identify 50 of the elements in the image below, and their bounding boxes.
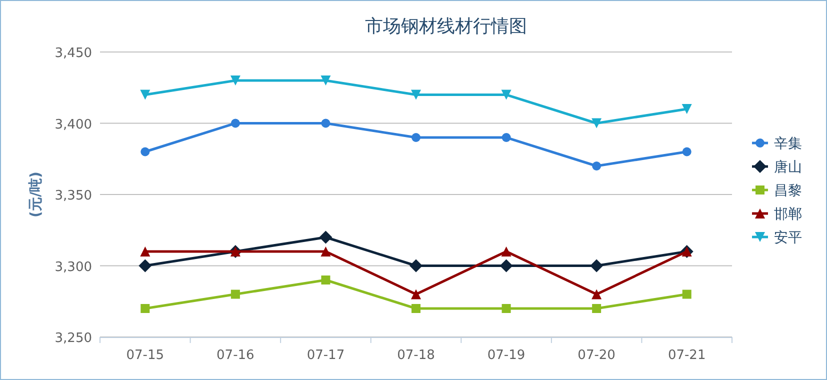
point bbox=[321, 118, 330, 128]
point bbox=[412, 304, 420, 313]
point bbox=[140, 304, 150, 313]
point bbox=[502, 304, 511, 313]
point bbox=[682, 104, 692, 114]
point bbox=[140, 90, 150, 100]
point bbox=[140, 147, 150, 156]
y-axis-title: (元/吨) bbox=[28, 172, 44, 218]
x-tick-label: 07-19 bbox=[487, 348, 526, 363]
legend-label: 安平 bbox=[774, 230, 802, 246]
x-tick-label: 07-16 bbox=[216, 348, 254, 363]
point bbox=[320, 76, 331, 86]
point bbox=[500, 259, 513, 272]
y-tick-label: 3,300 bbox=[54, 260, 92, 275]
point bbox=[592, 162, 602, 170]
point bbox=[501, 246, 512, 256]
point bbox=[411, 90, 421, 100]
point bbox=[592, 289, 602, 300]
x-tick-label: 07-18 bbox=[397, 348, 435, 363]
point bbox=[682, 147, 692, 156]
point bbox=[319, 230, 332, 244]
point bbox=[590, 259, 604, 272]
point bbox=[411, 289, 421, 300]
x-tick-label: 07-20 bbox=[578, 348, 616, 363]
point bbox=[320, 246, 331, 256]
point bbox=[140, 246, 150, 256]
point bbox=[502, 133, 511, 142]
legend-label: 唐山 bbox=[774, 160, 802, 176]
point bbox=[501, 90, 512, 100]
x-tick-label: 07-21 bbox=[668, 348, 706, 363]
point bbox=[592, 304, 602, 313]
point bbox=[412, 133, 420, 142]
y-tick-label: 3,350 bbox=[54, 188, 92, 204]
y-tick-label: 3,450 bbox=[54, 46, 92, 61]
point bbox=[230, 290, 240, 299]
x-tick-label: 07-15 bbox=[126, 348, 164, 363]
legend-label: 辛集 bbox=[774, 136, 802, 152]
chart-title: 市场钢材线材行情图 bbox=[365, 16, 527, 37]
y-tick-label: 3,400 bbox=[54, 117, 92, 132]
point bbox=[230, 118, 240, 128]
point bbox=[321, 276, 330, 284]
point bbox=[682, 290, 692, 299]
y-tick-label: 3,250 bbox=[54, 331, 92, 346]
point bbox=[138, 259, 152, 272]
x-tick-label: 07-17 bbox=[306, 348, 345, 363]
legend-label: 昌黎 bbox=[774, 183, 802, 199]
legend-label: 邯郸 bbox=[774, 206, 802, 222]
point bbox=[592, 118, 602, 128]
point bbox=[410, 259, 422, 272]
point bbox=[230, 76, 240, 86]
